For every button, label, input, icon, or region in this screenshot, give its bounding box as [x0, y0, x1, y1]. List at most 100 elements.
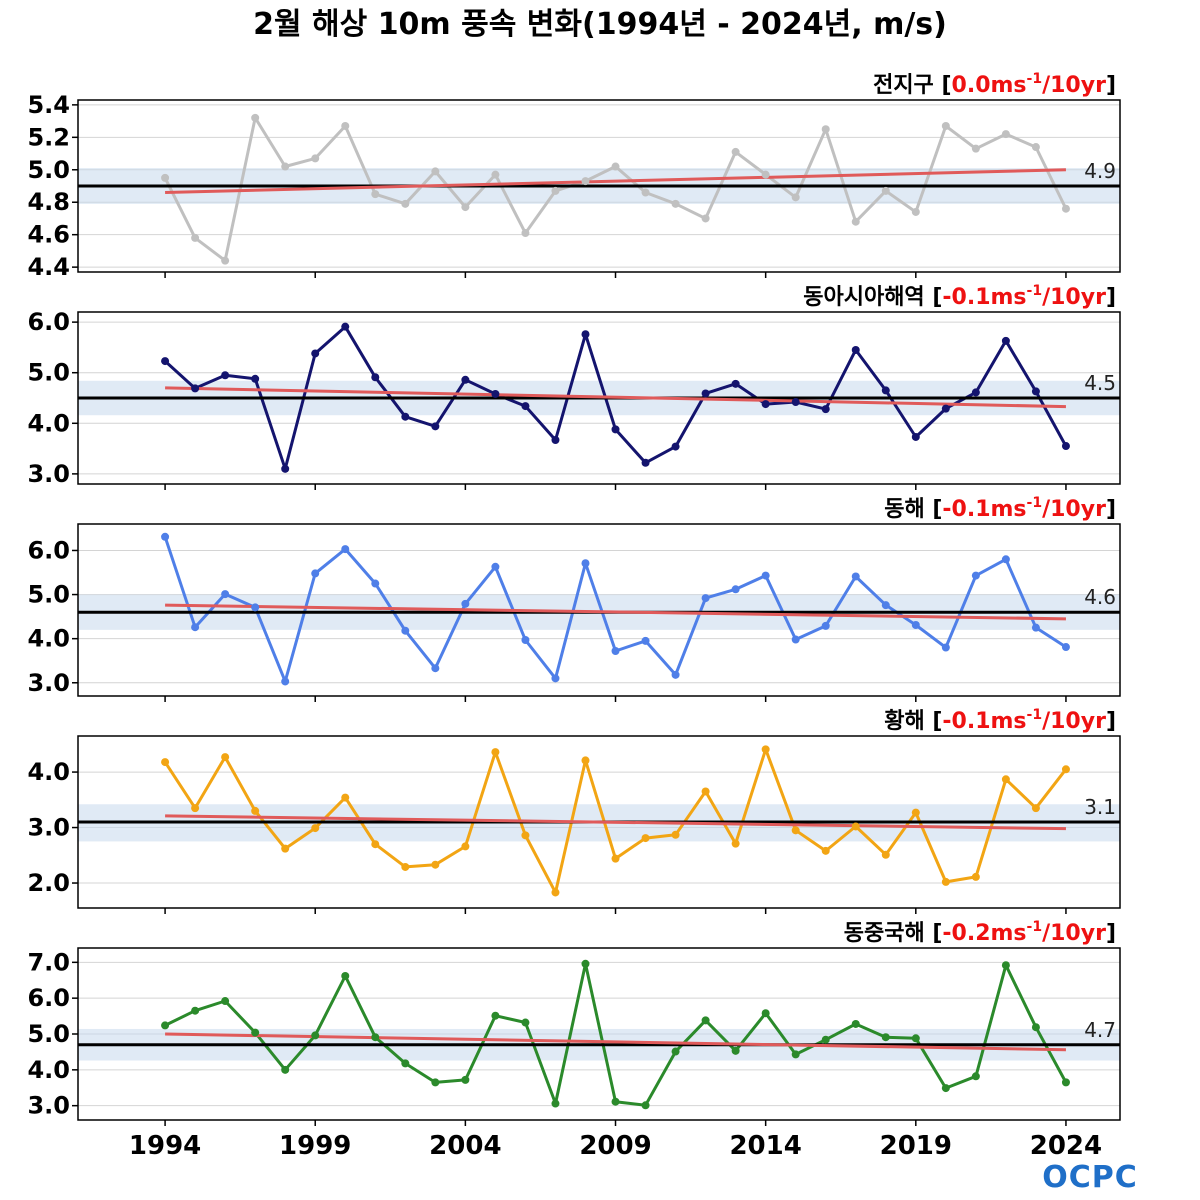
data-point	[461, 599, 470, 608]
x-tick-label: 2024	[1030, 1131, 1102, 1161]
data-point	[311, 154, 320, 163]
panel-title: 동해 [-0.1ms-1/10yr]	[884, 495, 1116, 522]
data-point	[341, 793, 350, 802]
bracket-open: [	[932, 497, 942, 522]
panel-title: 동중국해 [-0.2ms-1/10yr]	[844, 919, 1116, 946]
trend-value: 0.0ms	[952, 73, 1027, 98]
y-tick-label: 4.0	[27, 758, 70, 786]
data-point	[581, 559, 590, 568]
data-point	[1031, 623, 1040, 632]
data-point	[581, 756, 590, 765]
data-point	[221, 371, 230, 380]
trend-unit: /10yr	[1042, 497, 1106, 522]
data-point	[611, 854, 620, 863]
y-tick-label: 3.0	[27, 1092, 70, 1120]
data-point	[941, 404, 950, 413]
data-point	[341, 121, 350, 130]
data-point	[401, 862, 410, 871]
y-tick-label: 4.0	[27, 1056, 70, 1084]
data-point	[221, 753, 230, 762]
region-name: 동중국해	[844, 921, 933, 946]
y-tick-label: 3.0	[27, 814, 70, 842]
data-point	[941, 643, 950, 652]
data-point	[851, 345, 860, 354]
data-point	[431, 167, 440, 176]
data-point	[161, 1021, 170, 1030]
data-point	[251, 1028, 260, 1037]
y-tick-label: 2.0	[27, 869, 70, 897]
data-point	[761, 745, 770, 754]
x-tick-label: 2014	[729, 1131, 801, 1161]
y-tick-label: 5.0	[27, 156, 70, 184]
y-tick-label: 3.0	[27, 669, 70, 697]
data-point	[311, 1031, 320, 1040]
data-point	[1061, 643, 1070, 652]
bracket-close: ]	[1106, 921, 1116, 946]
y-tick-label: 4.0	[27, 409, 70, 437]
data-point	[761, 400, 770, 409]
trend-unit: /10yr	[1042, 73, 1106, 98]
y-tick-label: 4.4	[27, 253, 70, 281]
data-point	[731, 379, 740, 388]
data-point	[1001, 555, 1010, 564]
data-point	[491, 1011, 500, 1020]
data-point	[701, 214, 710, 223]
data-point	[851, 1019, 860, 1028]
data-point	[431, 860, 440, 869]
data-point	[1031, 143, 1040, 152]
data-point	[671, 442, 680, 451]
data-point	[641, 188, 650, 197]
data-point	[701, 389, 710, 398]
data-point	[851, 822, 860, 831]
data-point	[401, 1059, 410, 1068]
data-point	[971, 571, 980, 580]
data-point	[941, 121, 950, 130]
data-point	[161, 357, 170, 366]
data-point	[1001, 961, 1010, 970]
data-point	[161, 758, 170, 767]
trend-line	[165, 603, 1066, 621]
data-point	[521, 229, 530, 238]
data-point	[581, 959, 590, 968]
data-point	[341, 971, 350, 980]
data-point	[311, 824, 320, 833]
data-point	[761, 1009, 770, 1018]
y-tick-label: 6.0	[27, 536, 70, 564]
data-point	[521, 635, 530, 644]
y-tick-label: 6.0	[27, 308, 70, 336]
trend-line	[165, 814, 1066, 831]
data-point	[491, 748, 500, 757]
y-tick-label: 4.0	[27, 625, 70, 653]
data-point	[191, 623, 200, 632]
region-name: 전지구	[873, 73, 941, 98]
data-point	[461, 203, 470, 212]
y-tick-label: 5.4	[27, 91, 70, 119]
data-point	[281, 464, 290, 473]
data-point	[881, 850, 890, 859]
data-point	[491, 389, 500, 398]
data-point	[1001, 775, 1010, 784]
x-tick-label: 2009	[579, 1131, 651, 1161]
panel-4: 3.0 4.0 5.0 6.0 7.0 4.7 동중국해 [-0.2ms-1/10yr]	[27, 919, 1121, 1126]
data-point	[431, 422, 440, 431]
mean-label: 4.9	[1084, 159, 1116, 183]
data-point	[551, 435, 560, 444]
panel-2: 3.0 4.0 5.0 6.0 4.6 동해 [-0.1ms-1/10yr]	[27, 495, 1121, 702]
data-point	[971, 388, 980, 397]
data-point	[161, 173, 170, 182]
data-point	[641, 1101, 650, 1110]
data-point	[881, 386, 890, 395]
x-tick-label: 1999	[279, 1131, 351, 1161]
data-point	[581, 330, 590, 339]
x-tick-label: 2019	[880, 1131, 952, 1161]
panel-title: 황해 [-0.1ms-1/10yr]	[884, 707, 1116, 734]
y-tick-label: 7.0	[27, 948, 70, 976]
data-point	[761, 170, 770, 179]
panel-frame	[77, 735, 1121, 909]
data-point	[881, 1033, 890, 1042]
data-point	[731, 839, 740, 848]
trend-value: -0.1ms	[942, 497, 1026, 522]
x-axis: 1994 1999 2004 2009 2014 2019 2024	[129, 1131, 1102, 1161]
data-point	[1061, 765, 1070, 774]
ocpc-logo: OCPC	[1042, 1160, 1138, 1195]
